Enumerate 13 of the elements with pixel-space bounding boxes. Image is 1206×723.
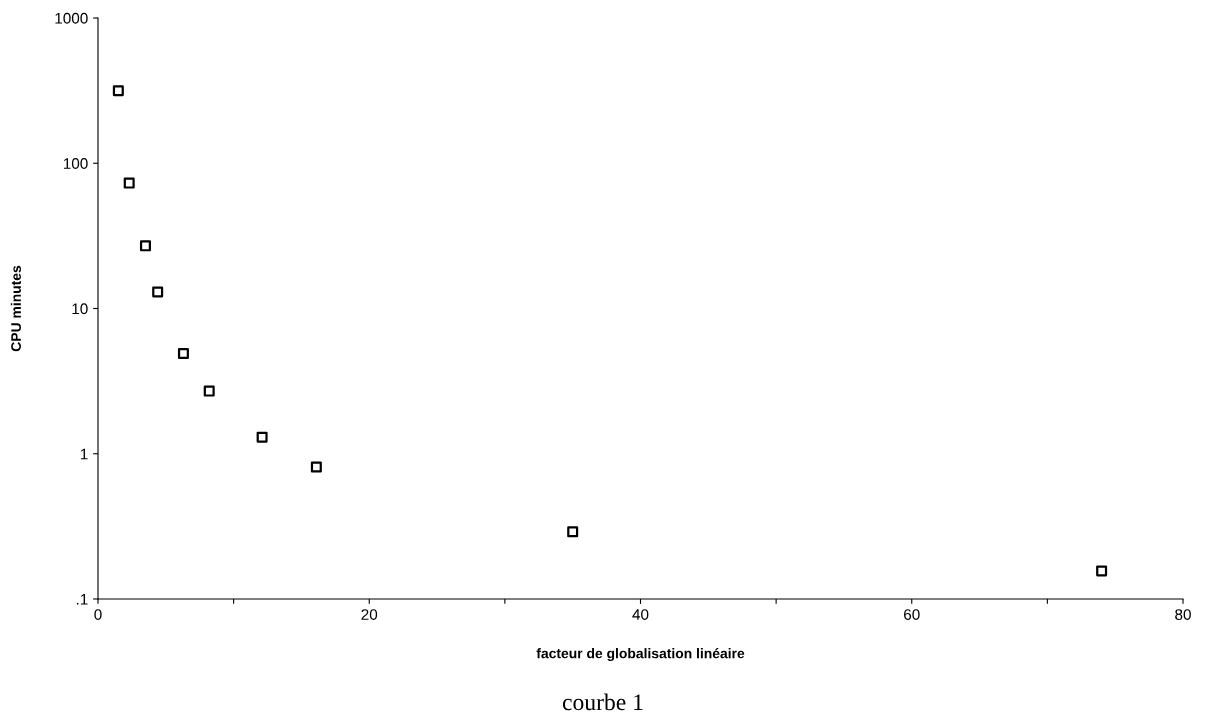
x-tick-label: 80 — [1175, 609, 1191, 620]
text: courbe 1 — [562, 693, 643, 711]
x-axis-title: facteur de globalisation linéaire — [536, 647, 745, 662]
x-tick-label: 40 — [632, 609, 649, 620]
x-tick-label: 0 — [94, 609, 102, 620]
x-tick-label: 20 — [361, 609, 378, 620]
y-tick-label: 10 — [72, 303, 88, 315]
y-tick-label: .1 — [76, 594, 88, 605]
x-tick-label: 60 — [904, 609, 920, 620]
y-tick-label: 100 — [63, 158, 88, 169]
y-tick-label: 1000 — [55, 12, 88, 24]
y-axis-title: CPU minutes — [10, 265, 21, 352]
y-tick-label: 1 — [80, 448, 88, 460]
